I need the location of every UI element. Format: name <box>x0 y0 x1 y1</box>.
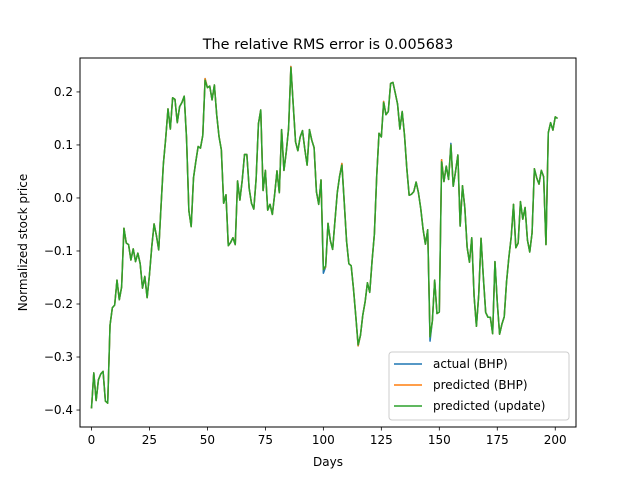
x-tick-label: 100 <box>312 433 335 447</box>
y-axis-label: Normalized stock price <box>16 174 30 311</box>
legend-label-2: predicted (BHP) <box>433 378 528 392</box>
x-tick-label: 25 <box>142 433 157 447</box>
x-tick-label: 75 <box>258 433 273 447</box>
x-tick-label: 125 <box>370 433 393 447</box>
y-tick-label: 0.0 <box>54 191 73 205</box>
chart-title: The relative RMS error is 0.005683 <box>202 37 453 53</box>
legend-label-3: predicted (update) <box>433 399 545 413</box>
legend-label-1: actual (BHP) <box>433 357 508 371</box>
plot-frame <box>79 57 577 428</box>
y-tick-label: 0.1 <box>54 138 73 152</box>
y-tick-label: −0.2 <box>44 297 73 311</box>
y-tick-label: −0.4 <box>44 403 73 417</box>
x-tick-label: 0 <box>88 433 96 447</box>
y-tick-label: 0.2 <box>54 85 73 99</box>
x-tick-label: 200 <box>544 433 567 447</box>
y-tick-label: −0.1 <box>44 244 73 258</box>
y-tick-label: −0.3 <box>44 350 73 364</box>
x-axis-label: Days <box>313 455 343 469</box>
x-axis-ticks: 0 25 50 75 100 125 150 175 200 <box>88 427 567 447</box>
x-tick-label: 175 <box>486 433 509 447</box>
x-tick-label: 150 <box>428 433 451 447</box>
y-axis-ticks: −0.4 −0.3 −0.2 −0.1 0.0 0.1 0.2 <box>44 85 80 417</box>
plot-lines <box>90 65 558 409</box>
legend: actual (BHP) predicted (BHP) predicted (up… <box>388 351 570 421</box>
series-line-3 <box>90 66 558 409</box>
x-tick-label: 50 <box>200 433 215 447</box>
legend-box <box>388 351 570 421</box>
